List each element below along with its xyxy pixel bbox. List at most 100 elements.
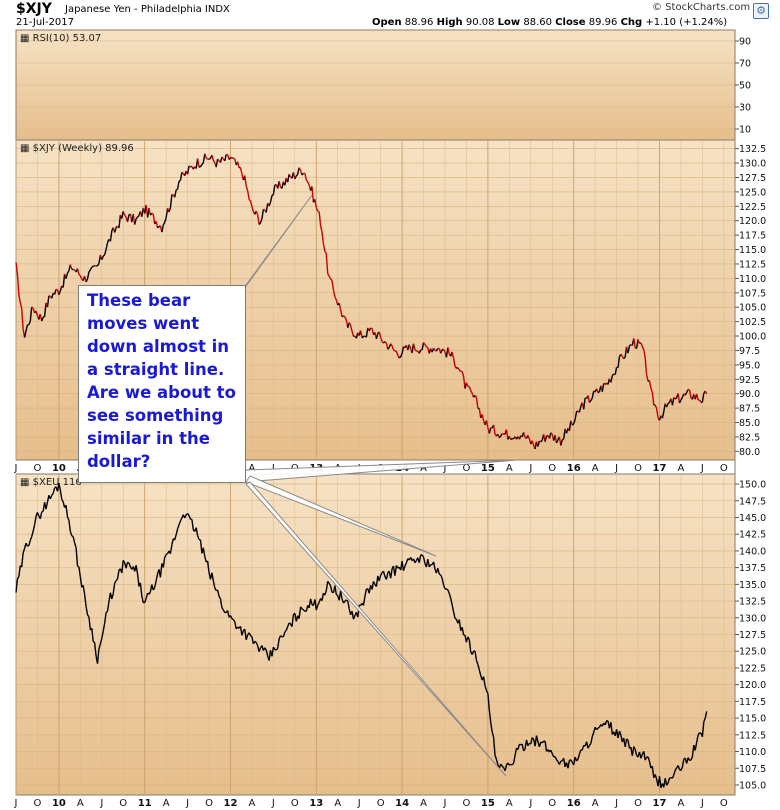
price-segment bbox=[585, 741, 589, 749]
x-tick-label-top: J bbox=[14, 463, 18, 474]
x-tick-label-bottom: J bbox=[357, 798, 361, 809]
price-segment bbox=[658, 776, 662, 788]
price-segment bbox=[124, 214, 127, 218]
quote-line: Open 88.96 High 90.08 Low 88.60 Close 89… bbox=[372, 17, 727, 28]
price-segment bbox=[271, 193, 274, 197]
y-tick-label: 120.0 bbox=[739, 216, 766, 227]
price-segment bbox=[302, 609, 306, 612]
price-segment bbox=[311, 186, 315, 203]
brand-watermark: © StockCharts.com bbox=[652, 2, 751, 13]
price-segment bbox=[232, 619, 236, 623]
price-segment bbox=[36, 512, 40, 517]
y-tick-label: 85.0 bbox=[739, 418, 760, 429]
price-segment bbox=[247, 190, 250, 200]
price-segment bbox=[219, 156, 223, 163]
price-segment bbox=[650, 388, 653, 393]
y-tick-label: 130.0 bbox=[739, 159, 766, 170]
price-segment bbox=[385, 342, 389, 350]
price-segment bbox=[249, 200, 253, 207]
price-segment bbox=[181, 171, 184, 175]
price-segment bbox=[610, 722, 613, 735]
price-segment bbox=[328, 582, 332, 587]
price-segment bbox=[314, 199, 317, 208]
price-segment bbox=[478, 408, 482, 419]
price-segment bbox=[327, 580, 330, 584]
price-segment bbox=[627, 345, 631, 354]
price-segment bbox=[452, 611, 456, 619]
price-segment bbox=[435, 348, 439, 352]
price-segment bbox=[561, 438, 565, 441]
price-segment bbox=[440, 349, 443, 354]
price-segment bbox=[184, 514, 187, 519]
price-segment bbox=[686, 389, 689, 393]
price-segment bbox=[475, 397, 479, 409]
price-segment bbox=[461, 371, 465, 377]
price-segment bbox=[154, 580, 157, 588]
price-segment bbox=[244, 629, 247, 640]
price-segment bbox=[641, 346, 645, 351]
price-segment bbox=[512, 755, 516, 764]
price-segment bbox=[201, 162, 204, 166]
price-segment bbox=[487, 693, 490, 710]
y-tick-label: 92.5 bbox=[739, 375, 760, 386]
price-segment bbox=[379, 572, 383, 576]
price-segment bbox=[633, 338, 636, 349]
y-tick-label: 145.0 bbox=[739, 513, 766, 524]
price-segment bbox=[59, 285, 63, 292]
y-tick-label: 110.0 bbox=[739, 274, 766, 285]
price-segment bbox=[481, 414, 485, 421]
price-segment bbox=[541, 740, 545, 744]
y-tick-label: 105.0 bbox=[739, 303, 766, 314]
gear-icon[interactable]: ⚙ bbox=[753, 3, 769, 19]
price-segment bbox=[412, 343, 416, 351]
price-segment bbox=[500, 763, 503, 767]
y-tick-label: 127.5 bbox=[739, 173, 766, 184]
price-segment bbox=[35, 310, 39, 316]
price-segment bbox=[368, 327, 372, 332]
y-tick-label: 107.5 bbox=[739, 764, 766, 775]
price-segment bbox=[349, 325, 353, 332]
price-segment bbox=[698, 399, 702, 403]
price-segment bbox=[504, 764, 508, 771]
price-segment bbox=[402, 565, 406, 571]
price-segment bbox=[78, 273, 81, 277]
price-segment bbox=[696, 734, 699, 743]
price-segment bbox=[442, 349, 446, 353]
price-segment bbox=[665, 403, 669, 408]
price-segment bbox=[375, 333, 379, 340]
price-segment bbox=[347, 600, 350, 609]
price-segment bbox=[421, 554, 425, 558]
price-segment bbox=[644, 756, 648, 761]
price-segment bbox=[264, 647, 267, 651]
price-segment bbox=[414, 349, 417, 352]
price-segment bbox=[498, 435, 502, 439]
price-segment bbox=[217, 158, 220, 162]
price-segment bbox=[31, 530, 34, 537]
price-segment bbox=[495, 759, 499, 765]
price-segment bbox=[539, 440, 542, 443]
price-segment bbox=[381, 341, 384, 344]
price-segment bbox=[667, 777, 671, 784]
price-segment bbox=[32, 524, 36, 532]
price-segment bbox=[563, 428, 566, 440]
price-segment bbox=[422, 556, 426, 564]
price-segment bbox=[570, 759, 573, 763]
price-segment bbox=[69, 264, 73, 270]
open-value: 88.96 bbox=[404, 17, 434, 28]
price-segment bbox=[635, 339, 639, 349]
price-segment bbox=[452, 358, 456, 367]
price-segment bbox=[601, 383, 605, 392]
price-segment bbox=[645, 374, 649, 382]
price-segment bbox=[89, 266, 93, 271]
price-segment bbox=[554, 756, 558, 761]
price-segment bbox=[135, 216, 139, 220]
price-segment bbox=[125, 562, 129, 569]
price-segment bbox=[233, 157, 236, 160]
y-tick-label: 50 bbox=[739, 81, 751, 92]
x-tick-label-bottom: 16 bbox=[567, 798, 581, 809]
price-segment bbox=[461, 627, 465, 636]
price-segment bbox=[384, 341, 387, 344]
price-segment bbox=[272, 646, 276, 650]
price-segment bbox=[684, 392, 688, 396]
chart-header: $XJY Japanese Yen - Philadelphia INDX 21… bbox=[0, 0, 780, 30]
